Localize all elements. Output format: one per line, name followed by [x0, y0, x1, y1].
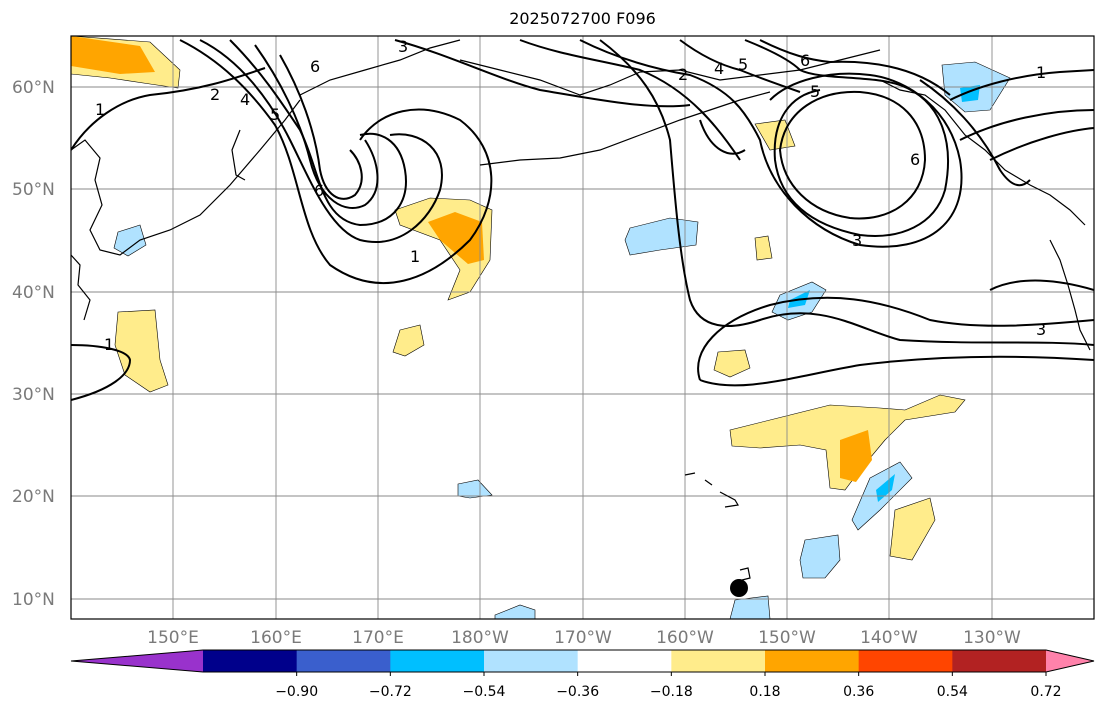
- colorbar-segment: [296, 650, 391, 672]
- contour-label: 3: [398, 37, 408, 56]
- lat-label: 40°N: [12, 283, 55, 303]
- contour-label: 3: [1036, 320, 1046, 339]
- contour-label: 6: [310, 57, 320, 76]
- lat-label: 50°N: [12, 180, 55, 200]
- negative-anomaly-south3: [799, 534, 841, 579]
- colorbar-segment: [952, 650, 1047, 672]
- contour-label: 5: [270, 105, 280, 124]
- lon-label: 160°W: [656, 628, 714, 648]
- lon-label: 170°E: [352, 628, 404, 648]
- colorbar-segment: [765, 650, 860, 672]
- colorbar-segment: [390, 650, 485, 672]
- colorbar-tick-label: 0.54: [937, 684, 968, 700]
- colorbar-tick-label: −0.54: [463, 684, 506, 700]
- lon-label: 180°W: [451, 628, 509, 648]
- strong-anomaly-subtropical: [840, 430, 872, 482]
- contour-label: 6: [800, 51, 810, 70]
- lat-label: 60°N: [12, 78, 55, 98]
- colorbar-tick-label: 0.36: [843, 684, 874, 700]
- lat-label: 30°N: [12, 385, 55, 405]
- contour-label: 1: [104, 335, 114, 354]
- colorbar-segment: [858, 650, 953, 672]
- contour-label: 1: [1036, 63, 1046, 82]
- strong-anomaly-central: [428, 212, 484, 264]
- contours: [71, 39, 1094, 401]
- contour-label: 4: [240, 90, 250, 109]
- lon-label: 160°E: [250, 628, 302, 648]
- map-frame: [70, 35, 1095, 620]
- positive-anomaly-small2: [713, 349, 751, 378]
- colorbar-tick-label: −0.90: [275, 684, 318, 700]
- contour-label: 2: [210, 85, 220, 104]
- lon-label: 150°E: [147, 628, 199, 648]
- contour-label: 5: [810, 82, 820, 101]
- lon-label: 170°W: [554, 628, 612, 648]
- lon-label: 150°W: [758, 628, 816, 648]
- colorbar: −0.90 −0.72 −0.54 −0.36 −0.18 0.18 0.36 0.54 0.7…: [70, 649, 1095, 700]
- colorbar-tick-label: −0.36: [556, 684, 599, 700]
- strong-negative-south2: [876, 474, 895, 502]
- contour-label: 3: [852, 231, 862, 250]
- negative-anomaly-south5: [494, 604, 536, 619]
- colorbar-tick-label: 0.18: [749, 684, 780, 700]
- contour-label: 4: [714, 59, 724, 78]
- map-title: 2025072700 F096: [509, 9, 656, 28]
- longitude-labels: 150°E 160°E 170°E 180°W 170°W 160°W 150°…: [147, 628, 1021, 648]
- graticule: [71, 36, 1094, 619]
- colorbar-tick-label: −0.18: [650, 684, 693, 700]
- colorbar-outline: [70, 649, 1095, 673]
- positive-anomaly-south: [889, 497, 936, 561]
- contour-label: 6: [910, 150, 920, 169]
- negative-anomaly-south1: [457, 479, 493, 499]
- negative-anomaly-south4: [729, 595, 771, 619]
- lon-label: 140°W: [860, 628, 918, 648]
- contour-label: 5: [738, 55, 748, 74]
- contour-label: 1: [95, 100, 105, 119]
- lon-label: 130°W: [963, 628, 1021, 648]
- contour-label-group: 1 2 3 4 5 6 1 3 1 3 6 5 4 2 6 5 6 1: [95, 37, 1046, 354]
- positive-anomaly-small1: [392, 324, 425, 357]
- strong-anomaly-nw: [71, 36, 155, 74]
- lat-label: 10°N: [12, 590, 55, 610]
- colorbar-segment: [484, 650, 579, 672]
- colorbar-extend-min: [71, 650, 203, 672]
- colorbar-segment: [203, 650, 298, 672]
- colorbar-tick-label: −0.72: [369, 684, 412, 700]
- colorbar-tick-label: 0.72: [1030, 684, 1061, 700]
- colorbar-segment: [577, 650, 672, 672]
- coastlines: [71, 39, 1091, 581]
- positive-anomaly-small4: [754, 119, 796, 151]
- colorbar-segment: [671, 650, 766, 672]
- latitude-labels: 60°N 50°N 40°N 30°N 20°N 10°N: [12, 78, 55, 610]
- storm-marker: [730, 579, 748, 597]
- lat-label: 20°N: [12, 487, 55, 507]
- contour-label: 1: [410, 247, 420, 266]
- positive-anomaly-small3: [754, 235, 773, 261]
- contour-label: 2: [678, 65, 688, 84]
- contour-label: 6: [314, 181, 324, 200]
- colorbar-extend-max: [1046, 650, 1094, 672]
- negative-anomaly-west: [113, 224, 147, 257]
